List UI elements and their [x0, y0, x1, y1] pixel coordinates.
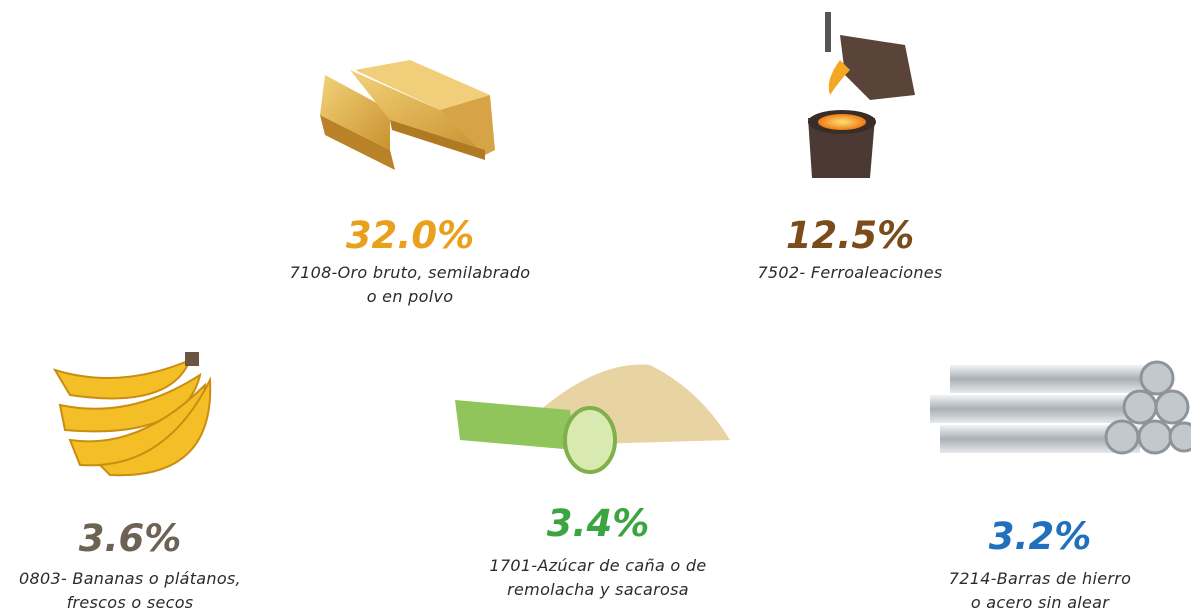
- description: o en polvo: [367, 287, 454, 306]
- sugar-illustration: [455, 365, 730, 472]
- percent: 12.5%: [786, 214, 914, 257]
- percent: 32.0%: [346, 214, 474, 257]
- description: 7214-Barras de hierro: [949, 569, 1131, 588]
- description: 7108-Oro bruto, semilabrado: [290, 263, 531, 282]
- banana-illustration: [55, 352, 210, 475]
- page: 32.0% 7108-Oro bruto, semilabrado o en pol…: [0, 0, 1191, 610]
- description: o acero sin alear: [971, 593, 1110, 610]
- description: 0803- Bananas o plátanos,: [19, 569, 241, 588]
- percent: 3.2%: [989, 515, 1092, 558]
- gold-illustration: [320, 60, 495, 170]
- description: frescos o secos: [67, 593, 194, 610]
- description: 7502- Ferroaleaciones: [757, 263, 942, 282]
- percent: 3.4%: [547, 502, 650, 545]
- ferroalloy-illustration: [808, 12, 915, 178]
- steel-illustration: [930, 362, 1191, 453]
- description: 1701-Azúcar de caña o de: [489, 556, 706, 575]
- infographic: 32.0% 7108-Oro bruto, semilabrado o en pol…: [0, 0, 1191, 610]
- description: remolacha y sacarosa: [507, 580, 689, 599]
- percent: 3.6%: [79, 517, 182, 560]
